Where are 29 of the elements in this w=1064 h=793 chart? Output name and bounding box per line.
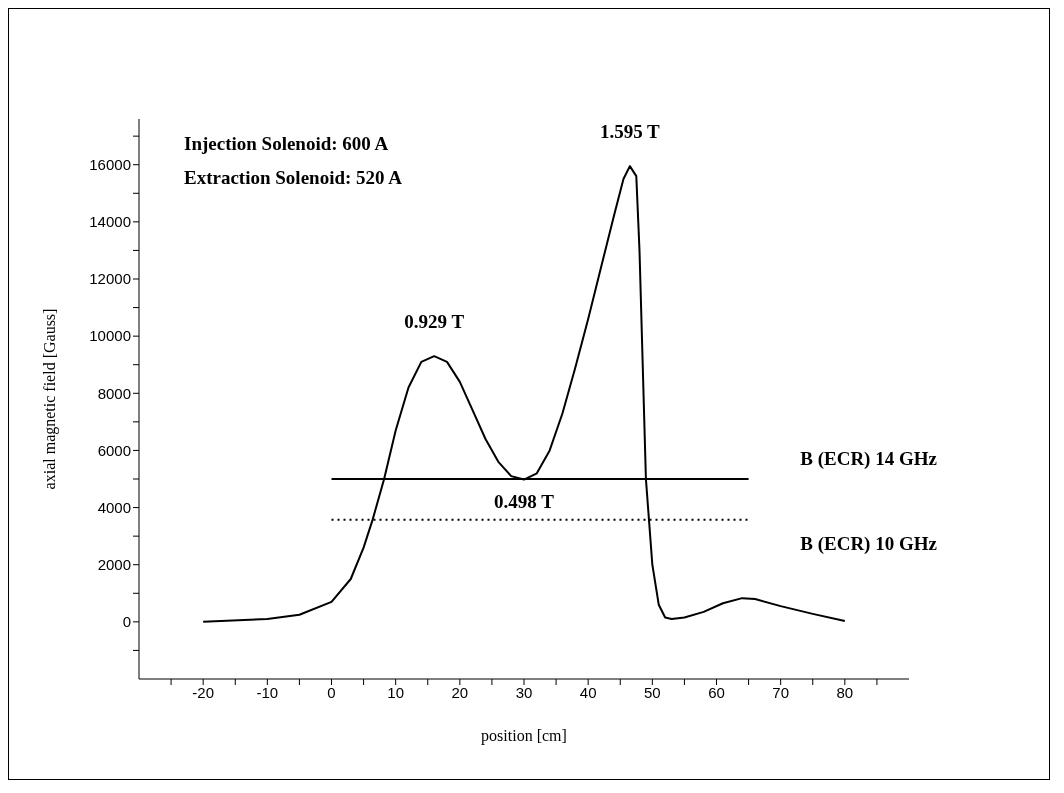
y-axis-title: axial magnetic field [Gauss] — [40, 308, 59, 490]
y-tick-label: 2000 — [97, 556, 131, 574]
annotation: 0.929 T — [404, 311, 465, 333]
text: B (ECR) 14 GHz — [800, 448, 938, 470]
y-tick-label: 4000 — [97, 498, 131, 516]
annotation: Injection Solenoid: 600 A — [184, 132, 390, 156]
y-tick-label: 10000 — [89, 327, 131, 345]
x-tick-label: 60 — [708, 683, 725, 701]
y-tick-label: 14000 — [89, 213, 131, 231]
x-tick-label: -10 — [256, 683, 279, 701]
y-tick-label: 12000 — [89, 270, 131, 288]
x-tick-label: 80 — [836, 683, 854, 701]
x-tick-label: 40 — [579, 683, 597, 701]
y-tick-label: 6000 — [97, 441, 131, 459]
annotation: 1.595 T — [599, 121, 661, 143]
x-tick-label: 50 — [643, 683, 661, 701]
annotation: 0.498 T — [494, 490, 555, 512]
y-tick-label: 8000 — [97, 384, 131, 402]
y-tick-label: 0 — [122, 613, 131, 631]
x-tick-label: 0 — [327, 683, 336, 701]
x-tick-label: 70 — [772, 683, 790, 701]
x-tick-label: -20 — [192, 683, 215, 701]
x-tick-label: 20 — [451, 683, 469, 701]
x-axis-title: position [cm] — [481, 727, 567, 745]
y-tick-label: 16000 — [89, 156, 131, 174]
text: B (ECR) 10 GHz — [800, 532, 938, 555]
annotation: Extraction Solenoid: 520 A — [184, 166, 402, 190]
x-tick-label: 30 — [515, 683, 533, 701]
x-tick-label: 10 — [387, 683, 405, 701]
